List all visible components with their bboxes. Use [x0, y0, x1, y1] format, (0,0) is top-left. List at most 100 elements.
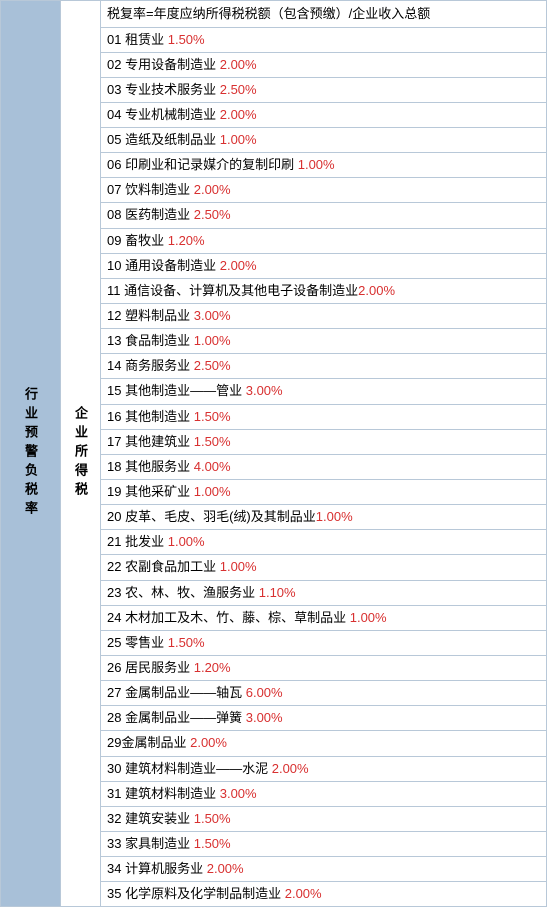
- row-industry-name: 通信设备、计算机及其他电子设备制造业: [124, 283, 358, 298]
- table-row: 24 木材加工及木、竹、藤、棕、草制品业 1.00%: [101, 606, 546, 631]
- row-industry-name: 居民服务业: [125, 660, 190, 675]
- row-tax-rate: 2.00%: [220, 107, 257, 122]
- row-tax-rate: 1.10%: [259, 585, 296, 600]
- row-tax-rate: 1.50%: [168, 635, 205, 650]
- table-row: 17 其他建筑业 1.50%: [101, 430, 546, 455]
- table-row: 06 印刷业和记录媒介的复制印刷 1.00%: [101, 153, 546, 178]
- row-tax-rate: 2.00%: [220, 258, 257, 273]
- row-industry-name: 其他建筑业: [125, 434, 190, 449]
- row-number: 33: [107, 836, 121, 851]
- row-number: 02: [107, 57, 121, 72]
- mid-header-label: 企业所得税: [71, 406, 90, 501]
- row-number: 13: [107, 333, 121, 348]
- row-industry-name: 建筑材料制造业: [125, 786, 216, 801]
- rows-container: 01 租赁业 1.50%02 专用设备制造业 2.00%03 专业技术服务业 2…: [101, 28, 546, 907]
- table-row: 13 食品制造业 1.00%: [101, 329, 546, 354]
- table-row: 29金属制品业 2.00%: [101, 731, 546, 756]
- row-industry-name: 计算机服务业: [125, 861, 203, 876]
- row-tax-rate: 1.00%: [298, 157, 335, 172]
- row-tax-rate: 2.00%: [194, 182, 231, 197]
- row-tax-rate: 1.00%: [194, 333, 231, 348]
- row-industry-name: 其他采矿业: [125, 484, 190, 499]
- row-tax-rate: 1.00%: [220, 559, 257, 574]
- row-number: 26: [107, 660, 121, 675]
- mid-header-cell: 企业所得税: [61, 1, 101, 906]
- row-industry-name: 通用设备制造业: [125, 258, 216, 273]
- row-industry-name: 化学原料及化学制品制造业: [125, 886, 281, 901]
- row-industry-name: 食品制造业: [125, 333, 190, 348]
- row-industry-name: 印刷业和记录媒介的复制印刷: [125, 157, 294, 172]
- row-tax-rate: 1.00%: [194, 484, 231, 499]
- row-industry-name: 农副食品加工业: [125, 559, 216, 574]
- row-number: 03: [107, 82, 121, 97]
- row-industry-name: 医药制造业: [125, 207, 190, 222]
- row-industry-name: 皮革、毛皮、羽毛(绒)及其制品业: [125, 509, 316, 524]
- row-number: 14: [107, 358, 121, 373]
- row-tax-rate: 1.20%: [194, 660, 231, 675]
- table-row: 05 造纸及纸制品业 1.00%: [101, 128, 546, 153]
- row-industry-name: 畜牧业: [125, 233, 164, 248]
- row-tax-rate: 2.50%: [194, 207, 231, 222]
- row-number: 30: [107, 761, 121, 776]
- row-number: 34: [107, 861, 121, 876]
- formula-row: 税复率=年度应纳所得税税额（包含预缴）/企业收入总额: [101, 1, 546, 28]
- row-tax-rate: 1.50%: [194, 811, 231, 826]
- row-industry-name: 零售业: [125, 635, 164, 650]
- row-tax-rate: 1.50%: [194, 409, 231, 424]
- row-industry-name: 家具制造业: [125, 836, 190, 851]
- row-industry-name: 金属制品业: [121, 735, 186, 750]
- row-industry-name: 其他服务业: [125, 459, 190, 474]
- row-tax-rate: 2.00%: [285, 886, 322, 901]
- table-row: 23 农、林、牧、渔服务业 1.10%: [101, 581, 546, 606]
- row-number: 35: [107, 886, 121, 901]
- row-industry-name: 租赁业: [125, 32, 164, 47]
- row-industry-name: 金属制品业——弹簧: [125, 710, 242, 725]
- table-row: 09 畜牧业 1.20%: [101, 229, 546, 254]
- row-number: 19: [107, 484, 121, 499]
- table-row: 34 计算机服务业 2.00%: [101, 857, 546, 882]
- table-row: 12 塑料制品业 3.00%: [101, 304, 546, 329]
- left-header-label: 行业预警负税率: [21, 387, 40, 520]
- row-industry-name: 批发业: [125, 534, 164, 549]
- row-industry-name: 其他制造业——管业: [125, 383, 242, 398]
- table-row: 25 零售业 1.50%: [101, 631, 546, 656]
- table-row: 30 建筑材料制造业——水泥 2.00%: [101, 757, 546, 782]
- row-number: 31: [107, 786, 121, 801]
- table-row: 18 其他服务业 4.00%: [101, 455, 546, 480]
- row-number: 23: [107, 585, 121, 600]
- row-industry-name: 商务服务业: [125, 358, 190, 373]
- table-row: 04 专业机械制造业 2.00%: [101, 103, 546, 128]
- row-tax-rate: 1.00%: [220, 132, 257, 147]
- row-industry-name: 农、林、牧、渔服务业: [125, 585, 255, 600]
- row-number: 28: [107, 710, 121, 725]
- table-row: 20 皮革、毛皮、羽毛(绒)及其制品业1.00%: [101, 505, 546, 530]
- row-tax-rate: 3.00%: [194, 308, 231, 323]
- row-tax-rate: 1.00%: [316, 509, 353, 524]
- row-number: 22: [107, 559, 121, 574]
- table-row: 32 建筑安装业 1.50%: [101, 807, 546, 832]
- table-row: 19 其他采矿业 1.00%: [101, 480, 546, 505]
- row-number: 09: [107, 233, 121, 248]
- table-row: 31 建筑材料制造业 3.00%: [101, 782, 546, 807]
- row-number: 27: [107, 685, 121, 700]
- row-industry-name: 塑料制品业: [125, 308, 190, 323]
- row-tax-rate: 3.00%: [246, 710, 283, 725]
- row-number: 06: [107, 157, 121, 172]
- row-number: 25: [107, 635, 121, 650]
- tax-rate-table: 行业预警负税率 企业所得税 税复率=年度应纳所得税税额（包含预缴）/企业收入总额…: [0, 0, 547, 907]
- row-tax-rate: 2.00%: [358, 283, 395, 298]
- row-tax-rate: 1.00%: [168, 534, 205, 549]
- row-tax-rate: 1.00%: [350, 610, 387, 625]
- row-number: 04: [107, 107, 121, 122]
- row-tax-rate: 1.50%: [194, 434, 231, 449]
- row-industry-name: 饮料制造业: [125, 182, 190, 197]
- row-number: 01: [107, 32, 121, 47]
- row-tax-rate: 1.50%: [168, 32, 205, 47]
- table-row: 15 其他制造业——管业 3.00%: [101, 379, 546, 404]
- row-tax-rate: 4.00%: [194, 459, 231, 474]
- row-number: 08: [107, 207, 121, 222]
- row-industry-name: 专业机械制造业: [125, 107, 216, 122]
- row-industry-name: 金属制品业——轴瓦: [125, 685, 242, 700]
- row-tax-rate: 2.00%: [207, 861, 244, 876]
- table-row: 33 家具制造业 1.50%: [101, 832, 546, 857]
